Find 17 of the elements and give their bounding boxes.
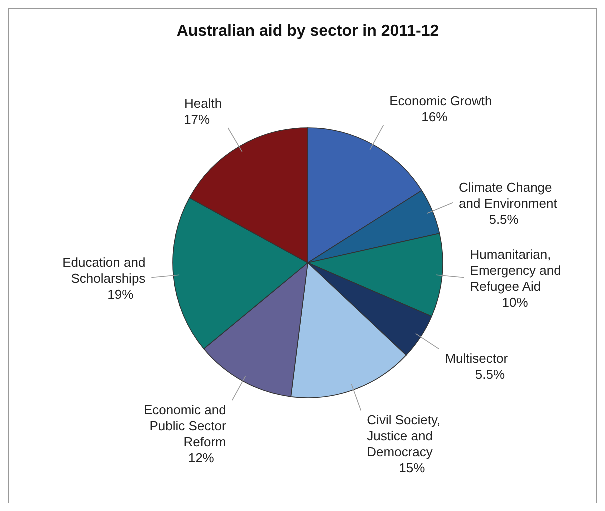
slice-label: Economic and Public Sector Reform bbox=[144, 402, 228, 450]
data-label: 12% bbox=[188, 450, 215, 466]
data-label: 19% bbox=[108, 286, 134, 302]
slice-label: Education and Scholarships bbox=[62, 254, 146, 286]
slice-label: Health bbox=[184, 96, 222, 111]
slice-label: Climate Change and Environment bbox=[459, 180, 558, 211]
chart-title: Australian aid by sector in 2011-12 bbox=[176, 23, 440, 40]
data-label: 16% bbox=[422, 109, 448, 124]
data-label: 10% bbox=[502, 294, 529, 310]
slice-label: Multisector bbox=[445, 351, 509, 366]
slice-label: Economic Growth bbox=[390, 93, 492, 108]
data-label: 5.5% bbox=[475, 367, 506, 382]
data-label: 5.5% bbox=[489, 212, 520, 227]
data-label: 17% bbox=[184, 112, 211, 127]
data-label: 15% bbox=[399, 460, 426, 476]
slice-label: Civil Society, Justice and Democracy bbox=[367, 412, 441, 460]
slice-label: Humanitarian, Emergency and Refugee Aid bbox=[470, 246, 562, 294]
